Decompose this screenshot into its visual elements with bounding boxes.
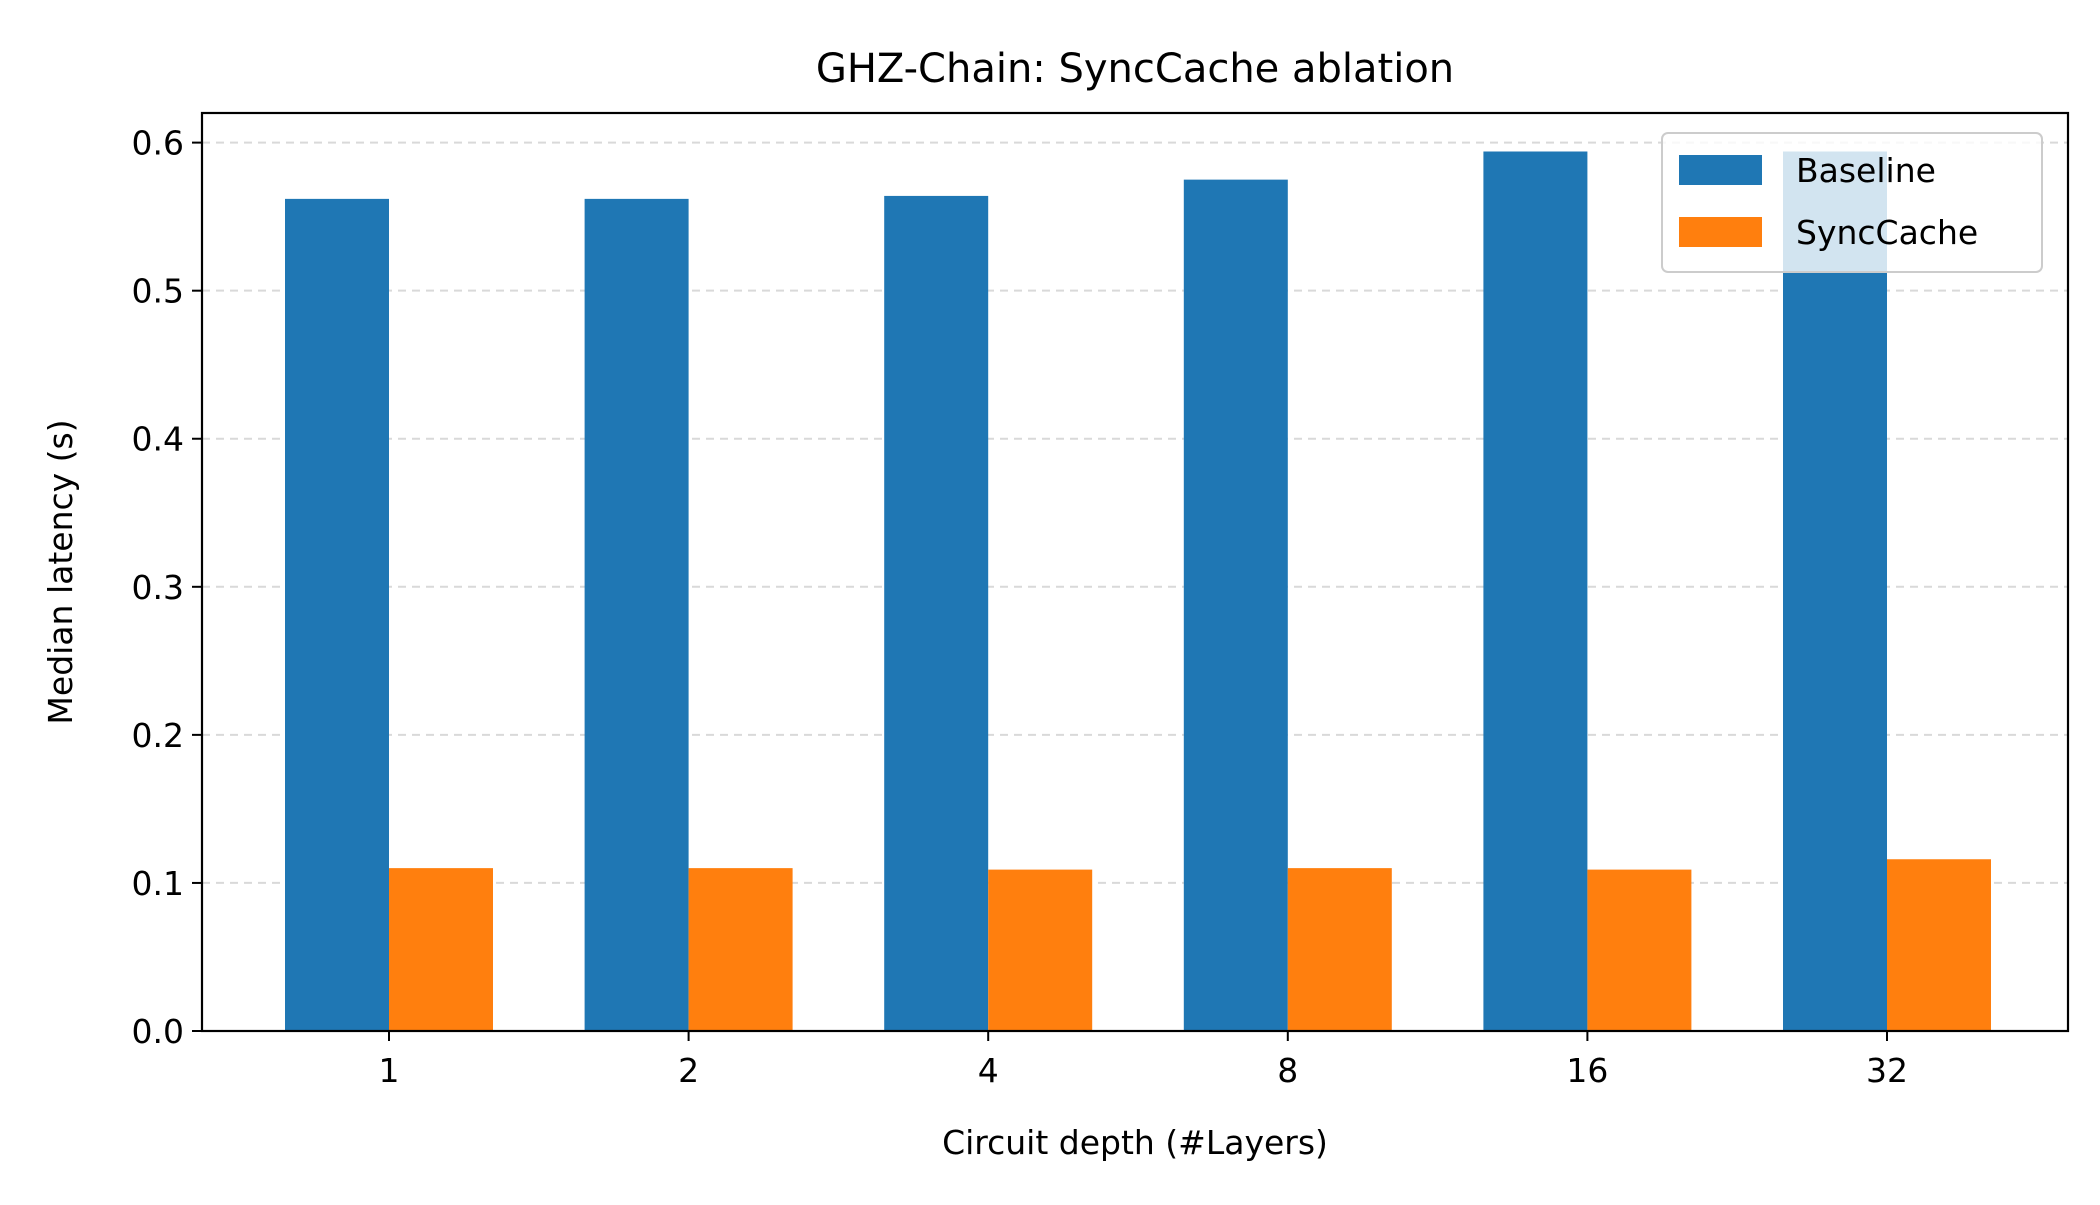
plot-frame	[200, 111, 2070, 1033]
x-tick-label: 1	[379, 1051, 400, 1090]
bar-synccache-4	[988, 869, 1093, 1031]
bar-baseline-4	[884, 195, 989, 1031]
bar-baseline-16	[1483, 151, 1588, 1032]
x-tick-label: 8	[1277, 1051, 1298, 1090]
legend-swatch-baseline	[1679, 155, 1762, 185]
bar-synccache-16	[1587, 869, 1692, 1031]
bar-synccache-1	[389, 868, 493, 1031]
legend-swatch-synccache	[1679, 217, 1762, 247]
legend-label-synccache: SyncCache	[1796, 213, 1978, 252]
legend: Baseline SyncCache	[1661, 132, 2043, 273]
legend-label-baseline: Baseline	[1796, 151, 1936, 190]
bar-synccache-8	[1287, 868, 1392, 1031]
y-tick-label: 0.1	[132, 864, 184, 903]
bar-synccache-2	[688, 868, 793, 1031]
y-axis-label: Median latency (s)	[41, 419, 80, 724]
y-tick-label: 0.5	[132, 272, 184, 311]
y-axis-ticks: 0.0 0.1 0.2 0.3 0.4 0.5 0.6	[132, 124, 202, 1051]
bars	[285, 151, 1991, 1032]
bar-baseline-1	[285, 198, 389, 1031]
y-tick-label: 0.3	[132, 568, 184, 607]
bar-baseline-8	[1183, 179, 1288, 1031]
bar-baseline-32	[1783, 151, 1887, 1032]
y-tick-label: 0.6	[132, 124, 184, 163]
chart-title: GHZ-Chain: SyncCache ablation	[816, 46, 1454, 92]
x-axis-label: Circuit depth (#Layers)	[942, 1123, 1328, 1162]
x-tick-label: 16	[1566, 1051, 1608, 1090]
y-tick-label: 0.2	[132, 716, 184, 755]
x-tick-label: 32	[1866, 1051, 1908, 1090]
x-axis-ticks: 1 2 4 8 16 32	[379, 1031, 1908, 1090]
x-tick-label: 4	[978, 1051, 999, 1090]
x-tick-label: 2	[678, 1051, 699, 1090]
bar-synccache-32	[1887, 859, 1991, 1031]
bar-baseline-2	[584, 198, 689, 1031]
y-tick-label: 0.0	[132, 1012, 184, 1051]
y-tick-label: 0.4	[132, 420, 184, 459]
